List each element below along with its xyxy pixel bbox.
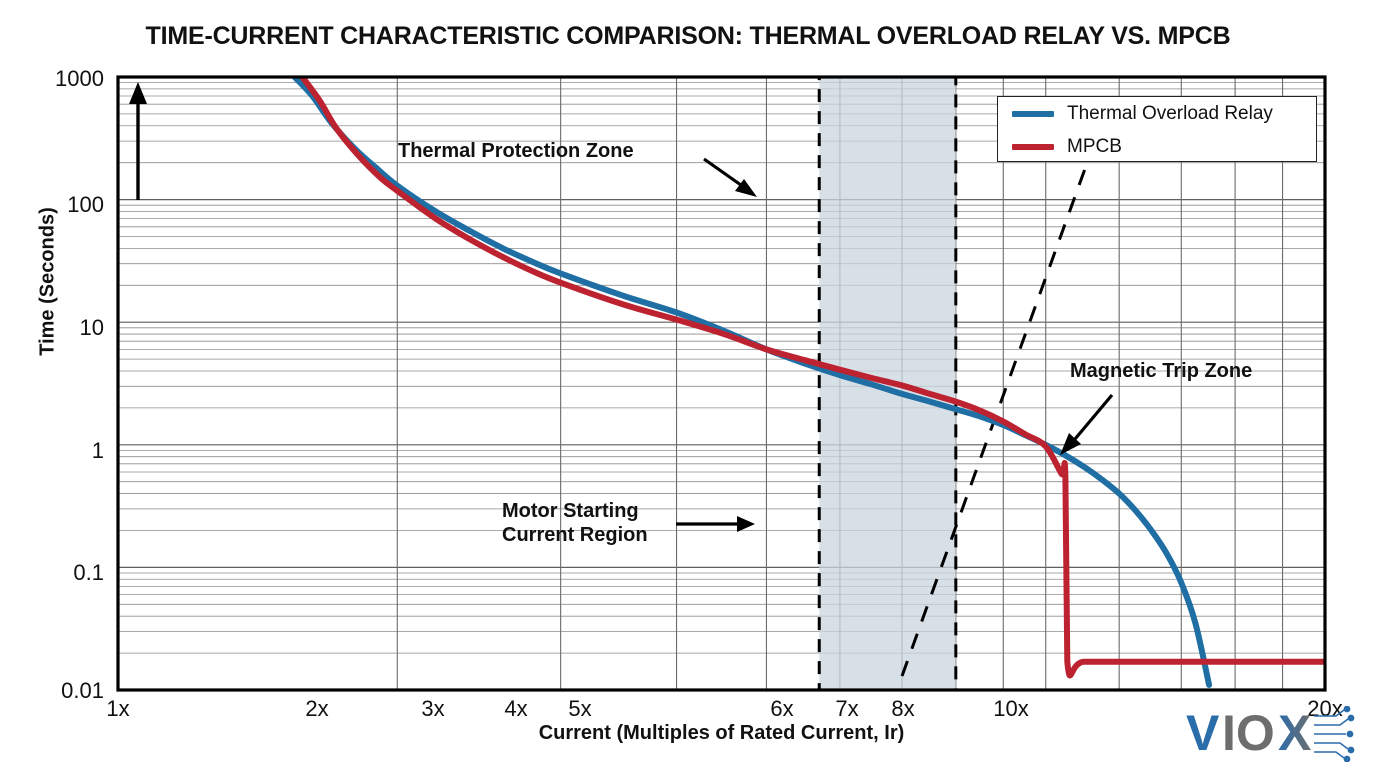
x-axis-label: Current (Multiples of Rated Current, Ir)	[538, 722, 905, 744]
annotation-magnetic-trip-zone: Magnetic Trip Zone	[1070, 360, 1253, 382]
legend: Thermal Overload Relay MPCB	[997, 96, 1317, 162]
thermal-protection-zone-arrow-icon	[703, 157, 757, 197]
y-tick-1000: 1000	[55, 66, 104, 91]
legend-item-mpcb: MPCB	[998, 130, 1316, 163]
legend-swatch-blue	[1012, 110, 1054, 117]
curve-thermal-overload-relay	[291, 77, 1213, 688]
legend-label-thermal-overload-relay: Thermal Overload Relay	[1067, 102, 1273, 124]
x-tick-3x: 3x	[421, 696, 445, 721]
y-tick-0.01: 0.01	[61, 678, 104, 703]
logo-letters-io: IO	[1222, 706, 1275, 761]
magnetic-trip-zone-arrow-icon	[1060, 393, 1114, 455]
legend-label-mpcb: MPCB	[1067, 135, 1122, 157]
x-tick-4x: 4x	[504, 696, 528, 721]
x-tick-8x: 8x	[891, 696, 915, 721]
motor-starting-region-arrow-icon	[676, 516, 755, 532]
logo-letter-x: X	[1278, 706, 1311, 761]
page-title: TIME-CURRENT CHARACTERISTIC COMPARISON: …	[145, 22, 1231, 50]
legend-item-thermal-overload-relay: Thermal Overload Relay	[998, 97, 1316, 130]
x-tick-7x: 7x	[835, 696, 859, 721]
x-tick-1x: 1x	[106, 696, 130, 721]
x-tick-20x: 20x	[1307, 696, 1343, 721]
x-tick-2x: 2x	[305, 696, 329, 721]
x-tick-6x: 6x	[770, 696, 794, 721]
increasing-time-arrow-icon	[129, 82, 147, 200]
grid-minor	[118, 82, 1325, 654]
y-tick-100: 100	[67, 192, 104, 217]
motor-starting-region-outline	[817, 77, 958, 690]
annotation-thermal-protection-zone: Thermal Protection Zone	[398, 140, 634, 162]
x-tick-10x: 10x	[993, 696, 1029, 721]
viox-logo: V IO X	[1186, 706, 1355, 762]
curve-mpcb	[299, 77, 1325, 679]
circuit-trace-icon	[1314, 706, 1355, 762]
x-tick-5x: 5x	[568, 696, 592, 721]
legend-swatch-red	[1012, 143, 1054, 150]
plot-frame	[116, 75, 1327, 692]
y-tick-10: 10	[79, 315, 104, 340]
y-tick-0.1: 0.1	[73, 560, 104, 585]
logo-letter-v: V	[1186, 706, 1220, 761]
y-tick-1: 1	[91, 438, 104, 463]
reference-dashed-line	[900, 140, 1097, 677]
annotation-motor-starting-current-region: Motor Starting Current Region	[502, 500, 648, 546]
